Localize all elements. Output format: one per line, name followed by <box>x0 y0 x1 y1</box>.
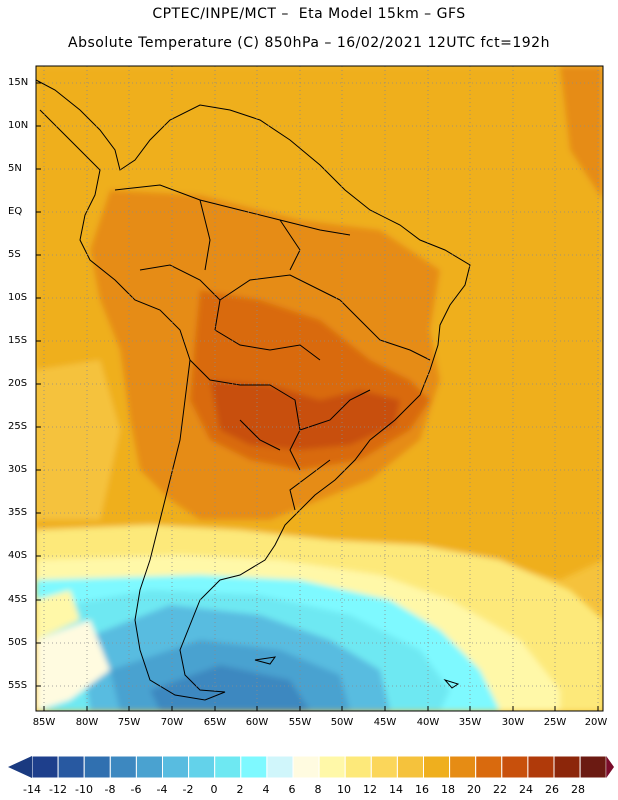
colorbar-swatch <box>579 755 607 779</box>
colorbar-label: -14 <box>23 783 41 796</box>
colorbar-label: 12 <box>363 783 377 796</box>
lat-label: 20S <box>8 378 28 389</box>
lat-label: EQ <box>8 206 23 217</box>
lon-label: 85W <box>32 717 56 728</box>
colorbar-label: 14 <box>389 783 403 796</box>
colorbar-swatch <box>344 755 372 779</box>
colorbar-swatch <box>266 755 294 779</box>
colorbar-label: 16 <box>415 783 429 796</box>
colorbar-swatch <box>292 755 320 779</box>
colorbar-swatch <box>109 755 137 779</box>
colorbar-swatch <box>423 755 451 779</box>
colorbar-swatch <box>370 755 398 779</box>
lat-label: 5S <box>8 249 21 260</box>
colorbar-swatch <box>162 755 190 779</box>
colorbar-label: 10 <box>337 783 351 796</box>
colorbar-label: 2 <box>236 783 244 796</box>
lon-label: 50W <box>330 717 354 728</box>
lat-label: 55S <box>8 680 28 691</box>
colorbar-label: 0 <box>210 783 218 796</box>
colorbar-label: -6 <box>130 783 142 796</box>
colorbar-swatch <box>318 755 346 779</box>
colorbar-swatch <box>57 755 85 779</box>
colorbar-label: -4 <box>156 783 168 796</box>
lon-label: 35W <box>458 717 482 728</box>
colorbar <box>8 755 614 779</box>
colorbar-label: 28 <box>571 783 585 796</box>
lat-label: 45S <box>8 594 28 605</box>
lon-label: 40W <box>416 717 440 728</box>
colorbar-swatch <box>83 755 111 779</box>
colorbar-swatch <box>449 755 477 779</box>
colorbar-swatch <box>527 755 555 779</box>
lon-label: 75W <box>117 717 141 728</box>
colorbar-label: 22 <box>493 783 507 796</box>
lat-label: 50S <box>8 637 28 648</box>
lon-label: 80W <box>75 717 99 728</box>
colorbar-over-arrow <box>606 756 614 778</box>
lon-label: 45W <box>373 717 397 728</box>
colorbar-label: 6 <box>288 783 296 796</box>
colorbar-label: 24 <box>519 783 533 796</box>
lat-label: 15S <box>8 335 28 346</box>
map-title-variable: Absolute Temperature (C) 850hPa – 16/02/… <box>68 35 550 51</box>
temperature-field <box>36 66 603 711</box>
lon-label: 20W <box>584 717 608 728</box>
lat-label: 5N <box>8 163 22 174</box>
colorbar-swatch <box>396 755 424 779</box>
colorbar-swatch <box>553 755 581 779</box>
colorbar-label: -2 <box>182 783 194 796</box>
colorbar-swatch <box>188 755 216 779</box>
colorbar-swatch <box>240 755 268 779</box>
lon-label: 55W <box>288 717 312 728</box>
colorbar-label: 26 <box>545 783 559 796</box>
map-frame <box>35 65 604 712</box>
axis-ticks <box>36 82 599 711</box>
colorbar-label: 8 <box>314 783 322 796</box>
lat-label: 40S <box>8 550 28 561</box>
lat-label: 30S <box>8 464 28 475</box>
lon-label: 30W <box>501 717 525 728</box>
colorbar-label: 18 <box>441 783 455 796</box>
colorbar-label: -8 <box>104 783 116 796</box>
lat-label: 15N <box>8 77 29 88</box>
colorbar-label: 4 <box>262 783 270 796</box>
colorbar-swatch <box>501 755 529 779</box>
map-title-model: CPTEC/INPE/MCT – Eta Model 15km – GFS <box>152 6 466 22</box>
colorbar-label: -10 <box>75 783 93 796</box>
colorbar-swatch <box>135 755 163 779</box>
colorbar-label: -12 <box>49 783 67 796</box>
lon-label: 70W <box>160 717 184 728</box>
lat-label: 10N <box>8 120 29 131</box>
colorbar-swatch <box>214 755 242 779</box>
lat-lon-grid <box>36 66 603 711</box>
colorbar-label: 20 <box>467 783 481 796</box>
lat-label: 10S <box>8 292 28 303</box>
lat-label: 25S <box>8 421 28 432</box>
colorbar-swatch <box>475 755 503 779</box>
lon-label: 25W <box>543 717 567 728</box>
lat-label: 35S <box>8 507 28 518</box>
colorbar-under-arrow <box>8 756 32 778</box>
lon-label: 65W <box>203 717 227 728</box>
lon-label: 60W <box>245 717 269 728</box>
colorbar-swatch <box>31 755 59 779</box>
